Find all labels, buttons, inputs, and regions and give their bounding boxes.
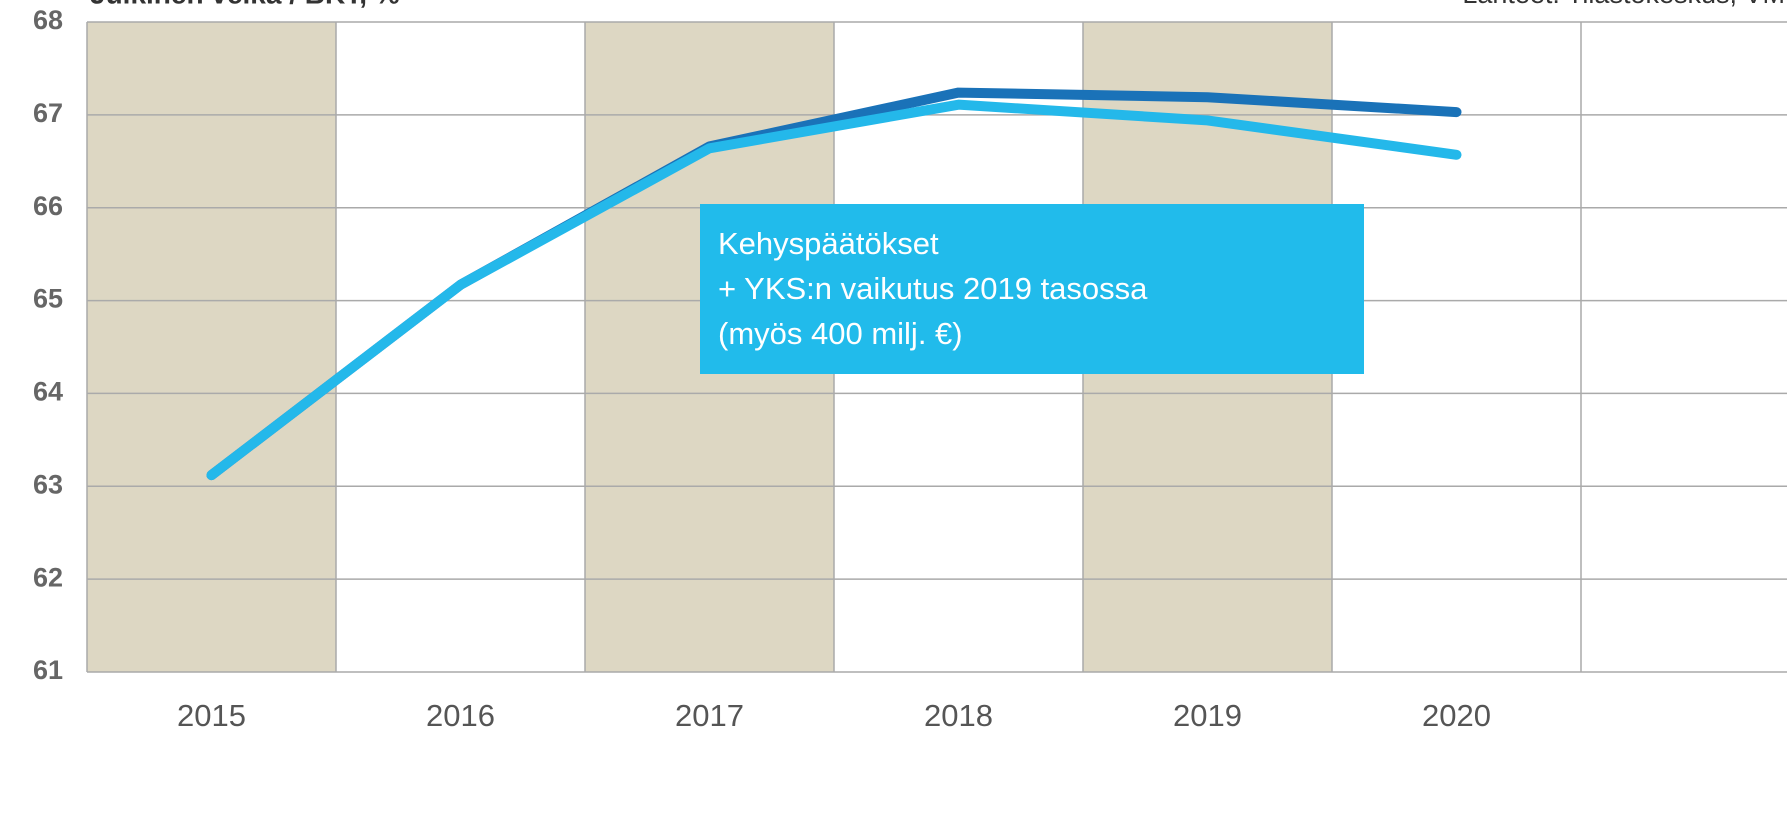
y-tick-label: 68 bbox=[33, 5, 63, 35]
source: Lähteet: Tilastokeskus, VM bbox=[1462, 0, 1785, 9]
annotation-text: + YKS:n vaikutus 2019 tasossa bbox=[718, 271, 1148, 306]
x-tick-label: 2016 bbox=[426, 698, 495, 733]
lines bbox=[206, 87, 1462, 481]
annotation-text: Kehyspäätökset bbox=[718, 226, 939, 261]
band bbox=[87, 22, 336, 672]
x-tick-label: 2020 bbox=[1422, 698, 1491, 733]
y-tick-label: 67 bbox=[33, 98, 63, 128]
x-tick-label: 2018 bbox=[924, 698, 993, 733]
x-tick-label: 2019 bbox=[1173, 698, 1242, 733]
x-tick-label: 2015 bbox=[177, 698, 246, 733]
annotation-text: (myös 400 milj. €) bbox=[718, 316, 963, 351]
y-tick-label: 63 bbox=[33, 469, 63, 499]
y-tick-label: 62 bbox=[33, 562, 63, 592]
y-tick-label: 65 bbox=[33, 284, 63, 314]
y-tick-label: 64 bbox=[33, 377, 63, 407]
y-tick-label: 61 bbox=[33, 655, 63, 685]
y-tick-label: 66 bbox=[33, 191, 63, 221]
annotation-box bbox=[700, 204, 1364, 374]
series-line bbox=[206, 99, 1462, 481]
x-tick-label: 2017 bbox=[675, 698, 744, 733]
chart-title: Julkinen velka / BKT, % bbox=[90, 0, 400, 9]
